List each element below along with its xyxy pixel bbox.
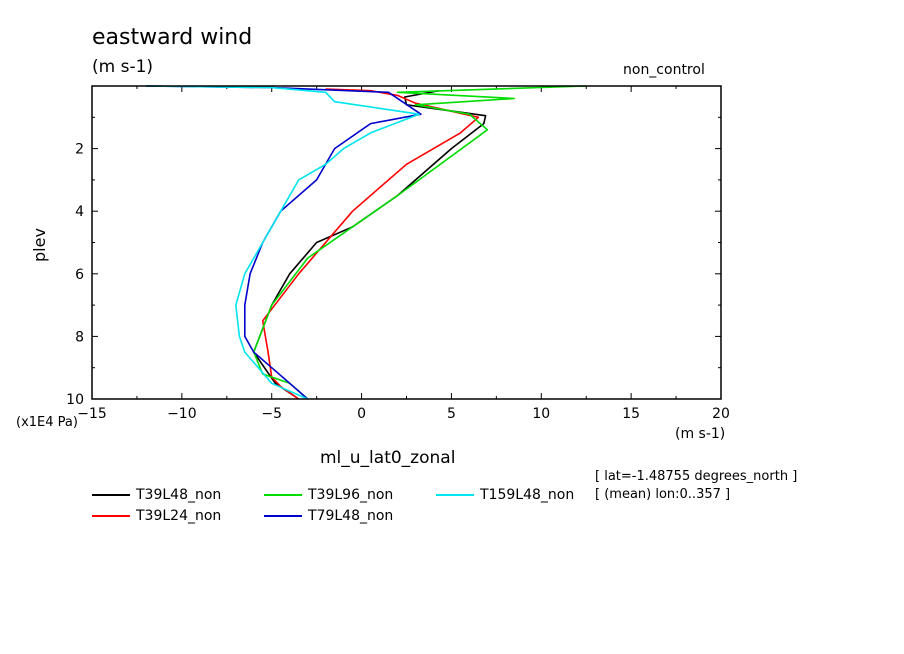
legend-swatch <box>436 494 474 496</box>
series-line-t39l24_non <box>261 88 480 400</box>
series-line-t39l96_non <box>252 85 587 400</box>
legend-swatch <box>92 494 130 496</box>
y-tick-label: 10 <box>66 392 84 408</box>
run-label: non_control <box>623 62 705 78</box>
chart-title: eastward wind <box>92 25 253 50</box>
chart-units: (m s-1) <box>92 57 154 77</box>
x-tick-label: 20 <box>712 406 730 422</box>
lon-info: [ (mean) lon:0..357 ] <box>595 487 731 502</box>
x-tick-label: 5 <box>447 406 456 422</box>
legend-label: T39L48_non <box>136 487 222 503</box>
legend-label: T39L24_non <box>136 508 222 524</box>
x-tick-label: 15 <box>622 406 640 422</box>
legend-label: T39L96_non <box>308 487 394 503</box>
legend-label: T159L48_non <box>480 487 575 503</box>
y-tick-label: 4 <box>75 204 84 220</box>
lat-info: [ lat=-1.48755 degrees_north ] <box>595 469 798 484</box>
legend-swatch <box>264 494 302 496</box>
series-line-t39l48_non <box>252 89 487 400</box>
legend-swatch <box>264 515 302 517</box>
x-tick-label: 0 <box>357 406 366 422</box>
y-tick-label: 6 <box>75 267 84 283</box>
x-tick-label: 10 <box>532 406 550 422</box>
plot-frame <box>91 85 722 400</box>
x-tick-label: −15 <box>77 406 107 422</box>
legend-swatch <box>92 515 130 517</box>
y-tick-label: 2 <box>75 142 84 158</box>
y-axis-label: plev <box>30 228 49 262</box>
legend-label: T79L48_non <box>308 508 394 524</box>
series-line-t159l48_non <box>145 85 420 400</box>
y-tick-label: 8 <box>75 329 84 345</box>
x-axis-label: ml_u_lat0_zonal <box>320 448 456 468</box>
y-axis-units: (x1E4 Pa) <box>16 415 78 430</box>
x-axis-units: (m s-1) <box>675 426 726 442</box>
x-tick-label: −10 <box>167 406 197 422</box>
series-line-t79l48_non <box>145 85 422 400</box>
x-tick-label: −5 <box>261 406 282 422</box>
